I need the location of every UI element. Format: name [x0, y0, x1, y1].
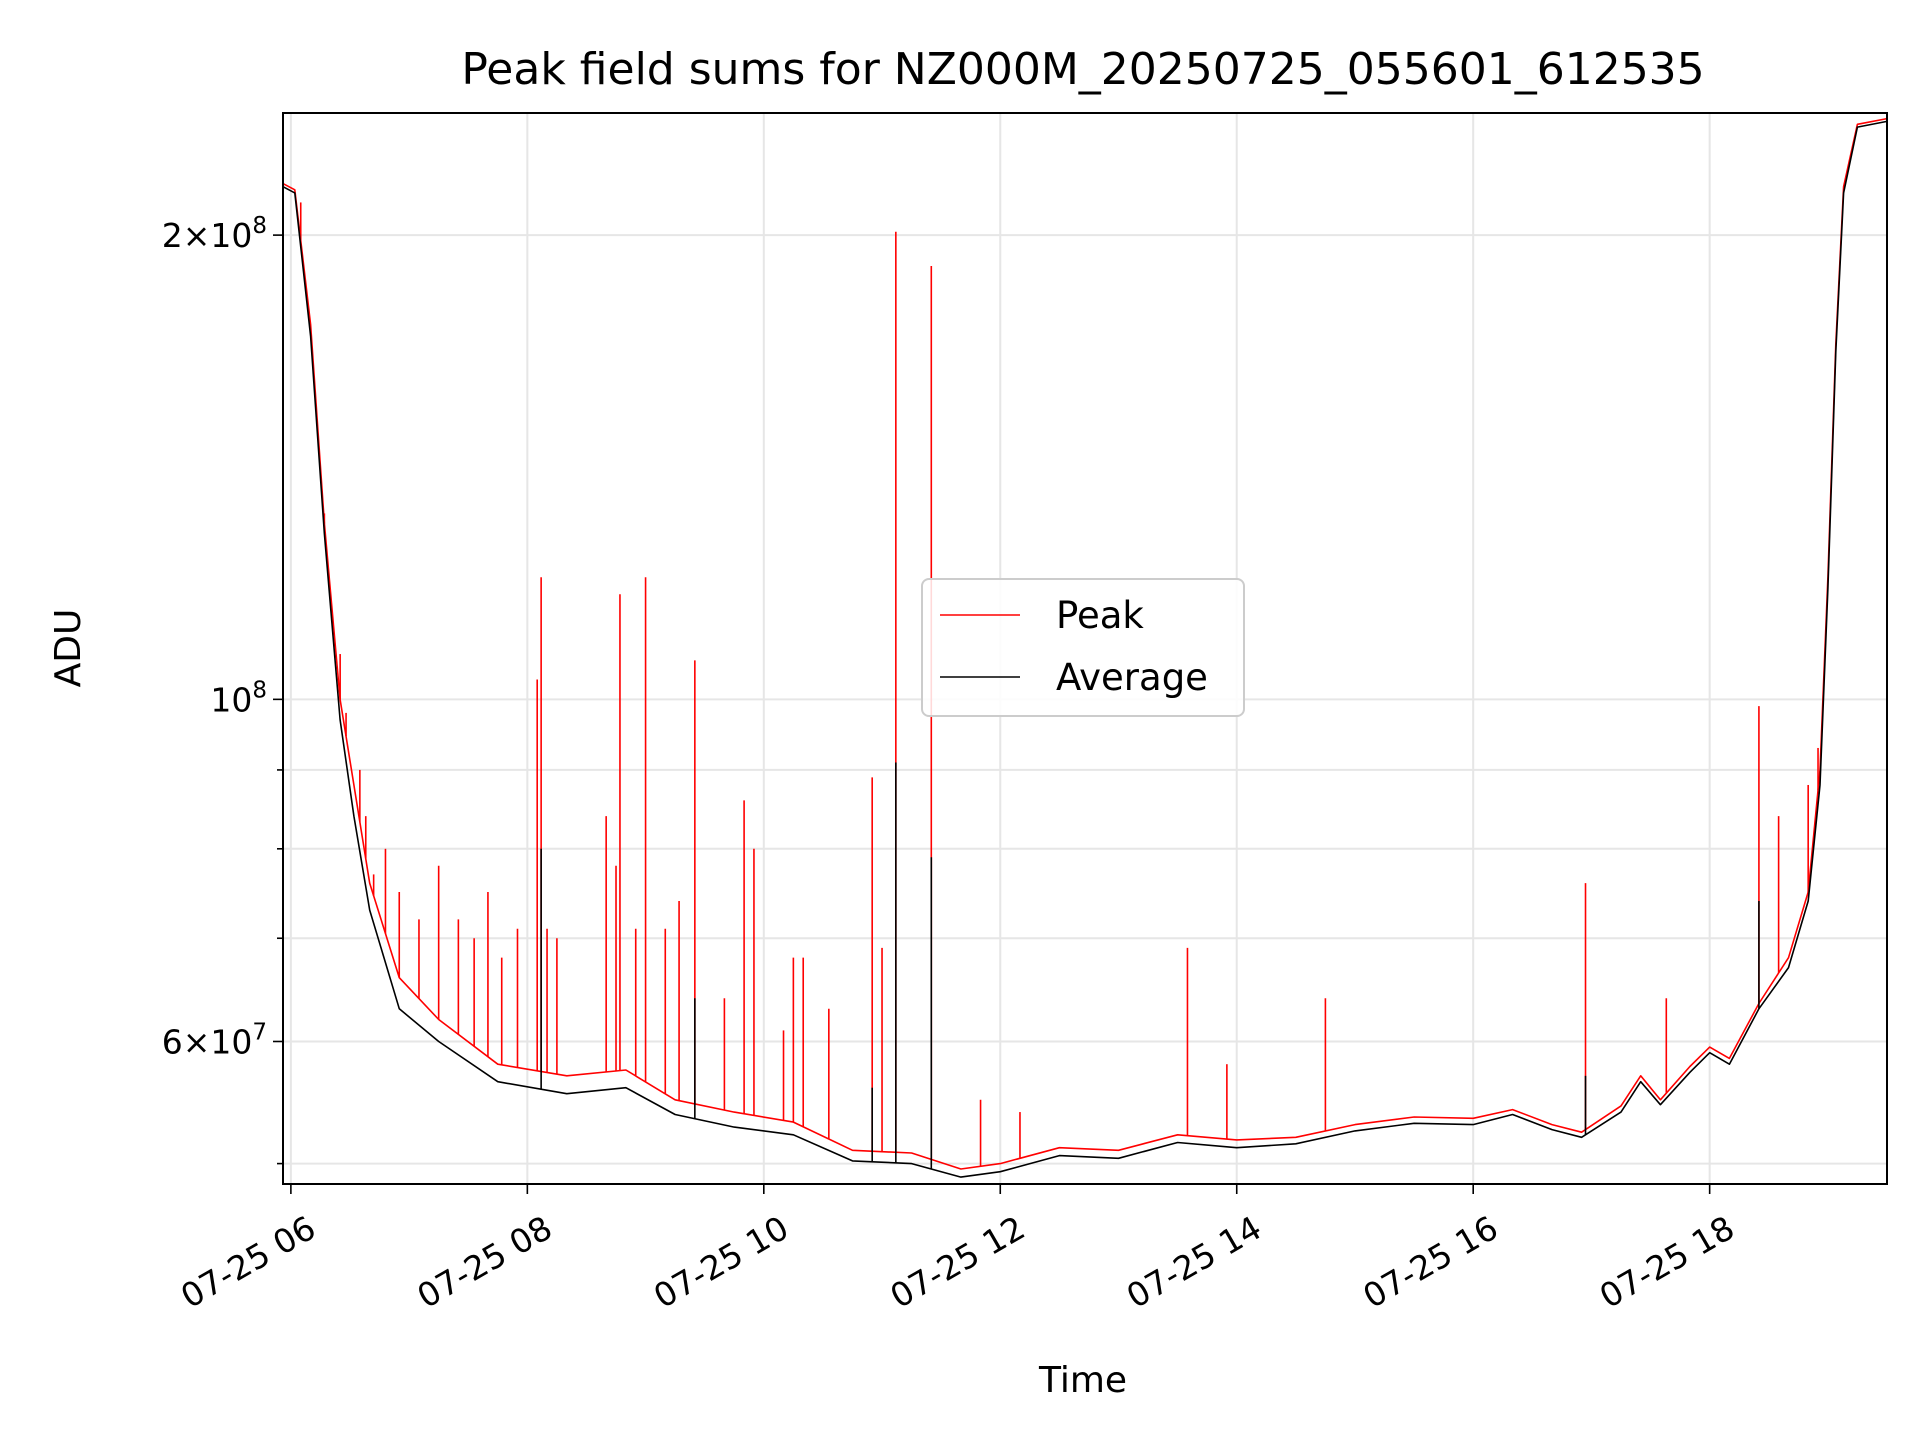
- legend: Peak Average: [921, 578, 1245, 717]
- legend-frame: [921, 578, 1245, 717]
- series-line-peak: [282, 117, 1888, 1170]
- plot-frame: [282, 112, 1888, 1185]
- legend-label-peak: Peak: [1056, 594, 1144, 637]
- x-axis-label: Time: [1038, 1360, 1127, 1401]
- y-tick-label-1: 108: [210, 677, 267, 719]
- grid-layer: [283, 113, 1887, 1184]
- legend-label-average: Average: [1056, 656, 1208, 699]
- chart-title: Peak field sums for NZ000M_20250725_0556…: [461, 44, 1704, 95]
- series-layer: [282, 117, 1888, 1178]
- y-tick-label-2: 2×108: [162, 213, 267, 255]
- series-line-average: [282, 120, 1888, 1178]
- y-axis-label: ADU: [48, 609, 89, 688]
- y-tick-label-0: 6×107: [162, 1019, 267, 1061]
